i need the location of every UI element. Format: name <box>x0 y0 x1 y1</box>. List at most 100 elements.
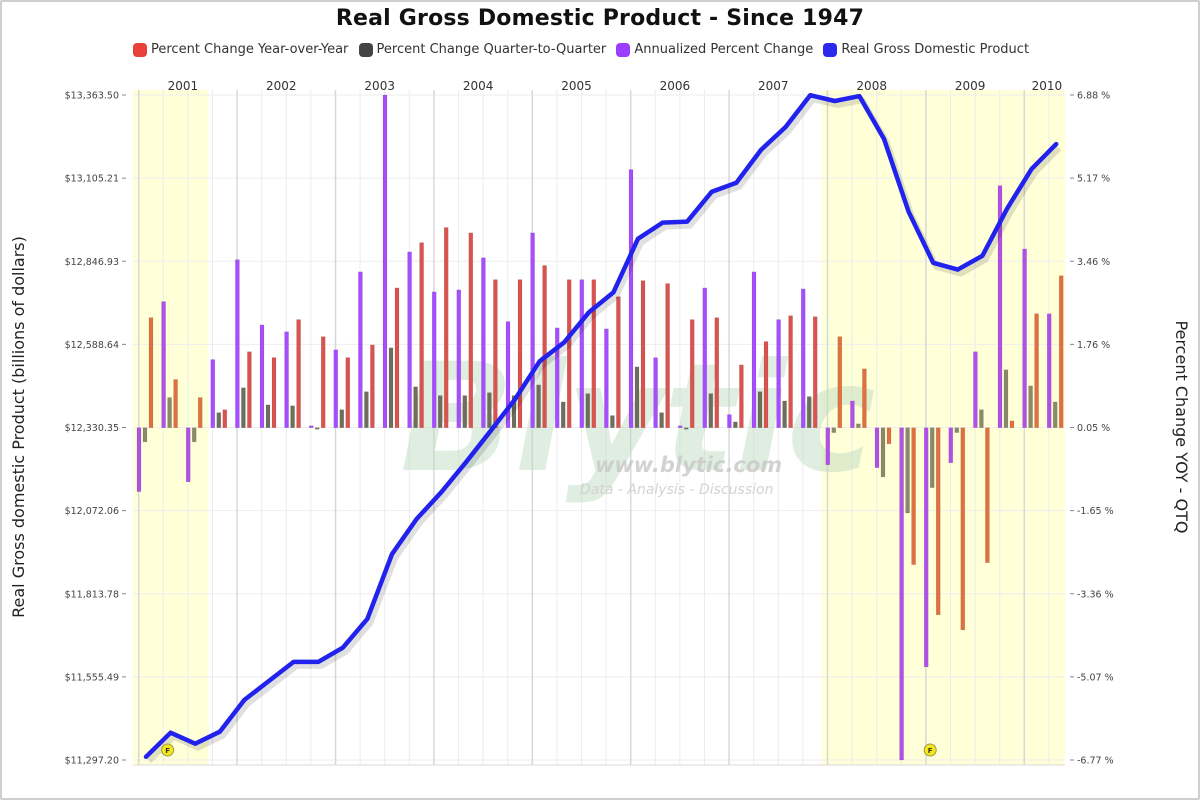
bar-annualized <box>235 259 240 428</box>
bar-yoy <box>443 227 449 428</box>
flag-marker-glyph: F <box>165 747 170 755</box>
bar-annualized <box>333 349 339 428</box>
legend-item-qtq[interactable]: Percent Change Quarter-to-Quarter <box>358 42 607 57</box>
bar-annualized <box>136 427 142 492</box>
bar-yoy <box>1009 420 1015 428</box>
legend-swatch-yoy <box>133 42 147 57</box>
bar-qtq <box>831 427 837 433</box>
bar-yoy <box>419 242 424 428</box>
bar-qtq <box>191 427 197 443</box>
tick-label-left: $12,330.35 <box>65 423 119 434</box>
bar-annualized <box>358 271 363 428</box>
bar-annualized <box>702 287 708 428</box>
bar-qtq <box>437 395 443 428</box>
bar-qtq <box>339 409 345 428</box>
tick-label-left: $13,363.50 <box>65 91 119 102</box>
bar-qtq <box>364 391 369 428</box>
bar-annualized <box>727 414 732 428</box>
bar-annualized <box>161 301 166 428</box>
tick-label-left: $11,813.78 <box>65 589 119 600</box>
bar-qtq <box>536 384 541 428</box>
bar-annualized <box>850 400 855 428</box>
bars-layer <box>136 94 1064 761</box>
bar-yoy <box>394 287 400 428</box>
bar-yoy <box>148 317 154 428</box>
bar-yoy <box>222 409 228 428</box>
y-axis-right-title: Percent Change YOY - QTQ <box>1172 321 1191 534</box>
bar-yoy <box>640 280 646 428</box>
year-label: 2005 <box>561 79 592 93</box>
legend-item-real-gdp[interactable]: Real Gross Domestic Product <box>823 42 1029 57</box>
bar-yoy <box>1034 313 1039 428</box>
bar-qtq <box>979 409 984 428</box>
bar-annualized <box>185 427 191 483</box>
bar-annualized <box>382 94 388 428</box>
bar-qtq <box>733 421 738 428</box>
bar-annualized <box>431 291 437 428</box>
bar-yoy <box>1058 275 1064 428</box>
tick-label-right: -5.07 % <box>1077 672 1114 683</box>
legend-item-annualized[interactable]: Annualized Percent Change <box>616 42 813 57</box>
bar-annualized <box>825 427 831 466</box>
year-label: 2008 <box>856 79 887 93</box>
bar-annualized <box>481 257 486 428</box>
bar-annualized <box>923 427 929 668</box>
bar-yoy <box>788 315 793 428</box>
bar-qtq <box>659 412 664 428</box>
axes-layer: $13,363.50 $13,105.21 $12,846.93 $12,588.64… <box>65 91 1114 767</box>
bar-qtq <box>585 393 591 428</box>
legend-swatch-qtq <box>358 42 373 57</box>
bar-annualized <box>1046 313 1052 428</box>
bar-annualized <box>554 327 560 428</box>
bar-qtq <box>413 386 418 428</box>
line-real-gdp <box>143 92 1059 760</box>
chart-title: Real Gross Domestic Product - Since 1947 <box>335 6 865 31</box>
legend-swatch-annualized <box>616 42 631 57</box>
tick-label-left: $13,105.21 <box>65 174 119 185</box>
flag-marker-icon <box>923 743 937 757</box>
bar-annualized <box>677 425 683 428</box>
bar-qtq <box>1003 369 1009 428</box>
bar-yoy <box>493 279 498 428</box>
bar-annualized <box>973 351 978 428</box>
tick-label-left: $11,555.49 <box>65 672 119 683</box>
bar-annualized <box>407 251 412 428</box>
bar-yoy <box>370 344 375 428</box>
year-label: 2006 <box>660 79 691 93</box>
bar-qtq <box>610 415 615 428</box>
bar-annualized <box>456 289 462 428</box>
tick-label-left: $11,297.20 <box>65 756 119 767</box>
bar-qtq <box>216 412 222 428</box>
year-label: 2001 <box>168 79 199 93</box>
bar-yoy <box>714 317 720 428</box>
bar-yoy <box>591 279 597 428</box>
tick-label-right: -3.36 % <box>1077 589 1114 600</box>
bar-annualized <box>1022 248 1027 428</box>
legend: Percent Change Year-over-Year Percent Ch… <box>133 42 1068 64</box>
bar-yoy <box>812 316 818 428</box>
year-label: 2010 <box>1032 79 1063 93</box>
tick-label-right: 6.88 % <box>1077 91 1110 102</box>
tick-label-left: $12,846.93 <box>65 257 119 268</box>
bar-yoy <box>665 283 670 428</box>
tick-label-right: 0.05 % <box>1077 423 1110 434</box>
bar-yoy <box>616 296 621 428</box>
bar-qtq <box>782 400 787 428</box>
bar-yoy <box>517 279 523 428</box>
legend-label-real-gdp: Real Gross Domestic Product <box>841 42 1030 57</box>
bar-qtq <box>511 395 517 428</box>
bar-yoy <box>296 319 301 428</box>
year-label: 2003 <box>364 79 395 93</box>
legend-label-qtq: Percent Change Quarter-to-Quarter <box>376 42 607 57</box>
legend-item-yoy[interactable]: Percent Change Year-over-Year <box>133 42 348 57</box>
bar-annualized <box>874 427 880 468</box>
watermark-tagline: Data - Analysis - Discussion <box>580 482 773 498</box>
bar-annualized <box>308 425 314 428</box>
bar-qtq <box>806 396 812 428</box>
bar-qtq <box>1052 401 1058 428</box>
year-label: 2009 <box>955 79 986 93</box>
bar-yoy <box>197 397 203 428</box>
bar-yoy <box>271 357 277 428</box>
